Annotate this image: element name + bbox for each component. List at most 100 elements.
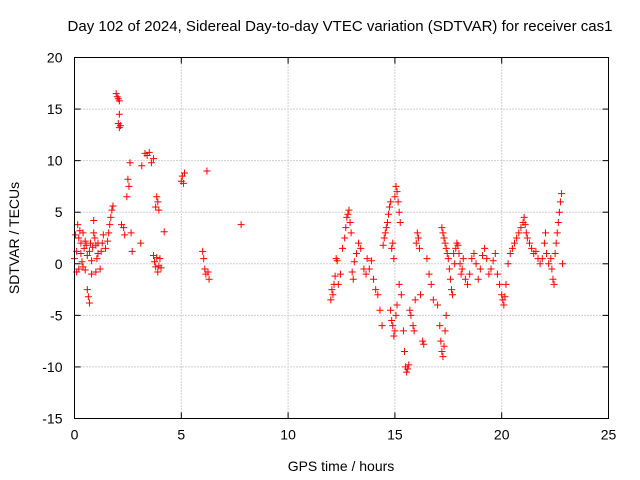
- data-point: [127, 229, 135, 237]
- y-axis-label: SDTVAR / TECUs: [6, 182, 22, 294]
- data-point: [525, 239, 533, 247]
- data-point: [390, 332, 398, 340]
- data-point: [101, 244, 109, 252]
- data-point: [551, 249, 559, 257]
- data-point: [540, 239, 548, 247]
- data-point: [392, 182, 400, 190]
- data-point: [442, 311, 450, 319]
- data-point: [438, 224, 446, 232]
- data-point: [441, 239, 449, 247]
- data-point: [157, 264, 165, 272]
- data-point: [389, 239, 397, 247]
- data-point: [125, 182, 133, 190]
- data-point: [200, 255, 208, 263]
- data-point: [395, 208, 403, 216]
- data-point: [90, 216, 98, 224]
- data-point: [383, 219, 391, 227]
- data-point: [520, 213, 528, 221]
- data-point: [449, 291, 457, 299]
- data-point: [554, 219, 562, 227]
- data-point: [355, 239, 363, 247]
- data-point: [154, 268, 162, 276]
- data-point: [389, 322, 397, 330]
- data-point: [399, 327, 407, 335]
- data-point: [88, 270, 96, 278]
- data-point: [328, 286, 336, 294]
- data-point: [331, 272, 339, 280]
- data-point: [517, 224, 525, 232]
- data-point: [483, 255, 491, 263]
- data-point: [457, 270, 465, 278]
- data-point: [83, 286, 91, 294]
- data-point: [106, 221, 114, 229]
- data-points: [71, 90, 567, 376]
- data-point: [391, 193, 399, 201]
- data-point: [374, 291, 382, 299]
- data-point: [549, 275, 557, 283]
- data-point: [82, 241, 90, 249]
- data-point: [137, 239, 145, 247]
- data-point: [151, 258, 159, 266]
- data-point: [237, 221, 245, 229]
- data-point: [329, 291, 337, 299]
- data-point: [77, 249, 85, 257]
- data-point: [346, 219, 354, 227]
- data-point: [489, 257, 497, 265]
- data-point: [153, 193, 161, 201]
- data-point: [357, 244, 365, 252]
- data-point: [441, 327, 449, 335]
- data-point: [341, 234, 349, 242]
- data-point: [105, 229, 113, 237]
- data-point: [455, 249, 463, 257]
- data-point: [395, 280, 403, 288]
- data-point: [334, 280, 342, 288]
- data-point: [493, 270, 501, 278]
- data-point: [365, 265, 373, 273]
- data-point: [77, 239, 85, 247]
- data-point: [436, 322, 444, 330]
- data-point: [99, 231, 107, 239]
- data-point: [121, 231, 129, 239]
- data-point: [181, 169, 189, 177]
- data-point: [417, 291, 425, 299]
- data-point: [545, 260, 553, 268]
- data-point: [420, 340, 428, 348]
- data-point: [434, 301, 442, 309]
- data-point: [476, 265, 484, 273]
- data-point: [558, 190, 566, 198]
- data-point: [522, 229, 530, 237]
- data-point: [413, 229, 421, 237]
- data-point: [109, 202, 117, 210]
- data-point: [152, 203, 160, 211]
- x-axis-ticks: 0 5 10 15 20 25: [71, 57, 616, 443]
- data-point: [387, 306, 395, 314]
- data-point: [456, 260, 464, 268]
- data-point: [391, 327, 399, 335]
- data-point: [327, 296, 335, 304]
- data-point: [81, 237, 89, 245]
- data-point: [459, 255, 467, 263]
- data-point: [380, 234, 388, 242]
- data-point: [349, 275, 357, 283]
- data-point: [78, 258, 86, 266]
- data-point: [414, 234, 422, 242]
- data-point: [382, 224, 390, 232]
- data-point: [429, 296, 437, 304]
- data-point: [439, 353, 447, 361]
- data-point: [90, 229, 98, 237]
- x-tick-label: 20: [494, 427, 510, 443]
- data-point: [443, 249, 451, 257]
- y-tick-label: -5: [50, 307, 63, 323]
- data-point: [556, 198, 564, 206]
- data-point: [147, 159, 155, 167]
- y-tick-label: 10: [47, 153, 63, 169]
- data-point: [153, 254, 161, 262]
- data-point: [396, 219, 404, 227]
- y-tick-label: 5: [55, 204, 63, 220]
- data-point: [427, 280, 435, 288]
- x-tick-label: 5: [177, 427, 185, 443]
- y-tick-label: 0: [55, 256, 63, 272]
- data-point: [92, 268, 100, 276]
- data-point: [342, 224, 350, 232]
- data-point: [145, 148, 153, 156]
